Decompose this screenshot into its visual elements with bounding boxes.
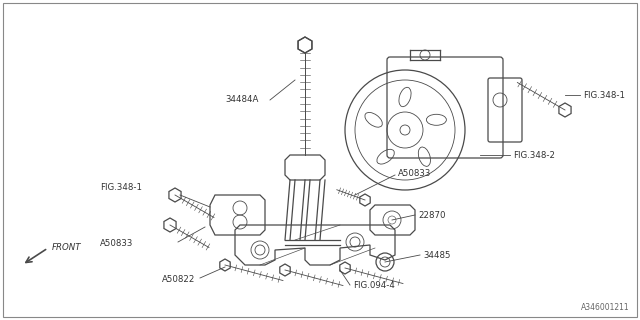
Text: 34484A: 34484A [225,95,259,105]
Text: FIG.348-1: FIG.348-1 [100,183,142,193]
Text: 34485: 34485 [423,251,451,260]
Text: FIG.094-4: FIG.094-4 [353,282,395,291]
Text: FIG.348-1: FIG.348-1 [583,91,625,100]
Text: A50822: A50822 [162,276,195,284]
Text: FIG.348-2: FIG.348-2 [513,150,555,159]
Text: 22870: 22870 [418,211,445,220]
Text: FRONT: FRONT [52,243,81,252]
Text: A50833: A50833 [398,170,431,179]
Text: A50833: A50833 [100,239,133,249]
Text: A346001211: A346001211 [581,303,630,312]
